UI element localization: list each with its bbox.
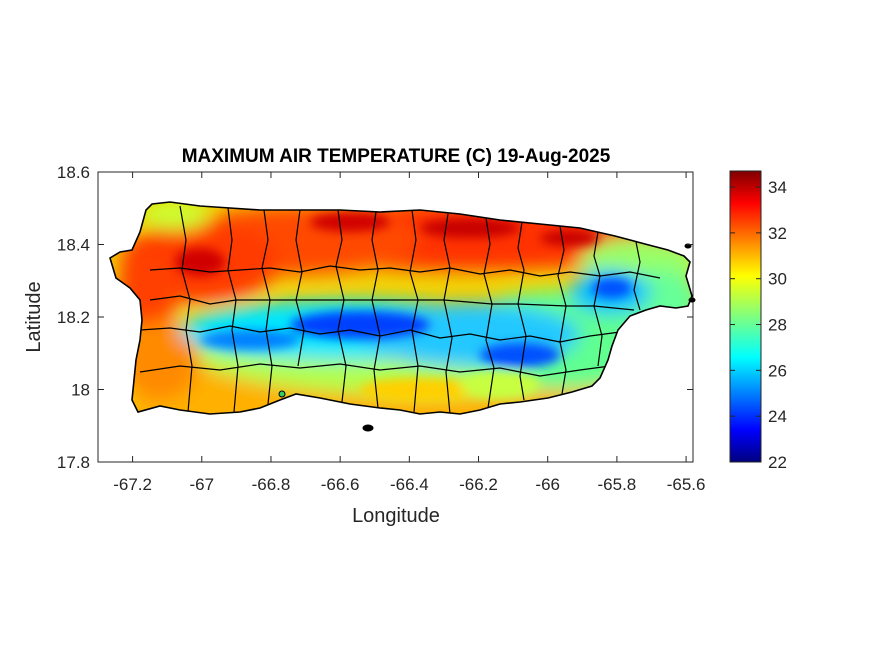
- y-axis-label: Latitude: [23, 281, 45, 352]
- colorbar-tick-label: 24: [768, 407, 787, 426]
- x-tick-label: -66.4: [390, 475, 429, 494]
- colorbar-tick-label: 22: [768, 453, 787, 472]
- x-axis-ticks: -67.2 -67 -66.8 -66.6 -66.4 -66.2 -66 -65.8 -65.…: [113, 172, 705, 494]
- x-axis-label: Longitude: [352, 505, 440, 527]
- small-islands: [278, 243, 696, 432]
- y-tick-label: 18.4: [57, 236, 90, 255]
- y-tick-label: 18.2: [57, 308, 90, 327]
- x-tick-label: -66.2: [459, 475, 498, 494]
- y-tick-label: 18: [71, 381, 90, 400]
- x-tick-label: -65.8: [598, 475, 637, 494]
- x-tick-label: -67: [189, 475, 214, 494]
- y-tick-label: 17.8: [57, 453, 90, 472]
- x-tick-label: -65.6: [667, 475, 706, 494]
- y-axis-ticks: 17.8 18 18.2 18.4 18.6: [57, 163, 693, 472]
- x-tick-label: -67.2: [113, 475, 152, 494]
- x-tick-label: -66.6: [321, 475, 360, 494]
- colorbar-ticks: 22 24 26 28 30 32 34: [730, 178, 787, 472]
- chart-title: MAXIMUM AIR TEMPERATURE (C) 19-Aug-2025: [182, 146, 611, 167]
- colorbar-tick-label: 34: [768, 178, 787, 197]
- colorbar-tick-label: 28: [768, 316, 787, 335]
- y-tick-label: 18.6: [57, 163, 90, 182]
- x-tick-label: -66: [535, 475, 560, 494]
- colorbar-tick-label: 32: [768, 224, 787, 243]
- colorbar-gradient: [729, 170, 762, 463]
- municipality-boundaries: [139, 205, 661, 414]
- x-tick-label: -66.8: [252, 475, 291, 494]
- colorbar: 22 24 26 28 30 32 34: [729, 170, 787, 472]
- colorbar-tick-label: 26: [768, 361, 787, 380]
- colorbar-tick-label: 30: [768, 270, 787, 289]
